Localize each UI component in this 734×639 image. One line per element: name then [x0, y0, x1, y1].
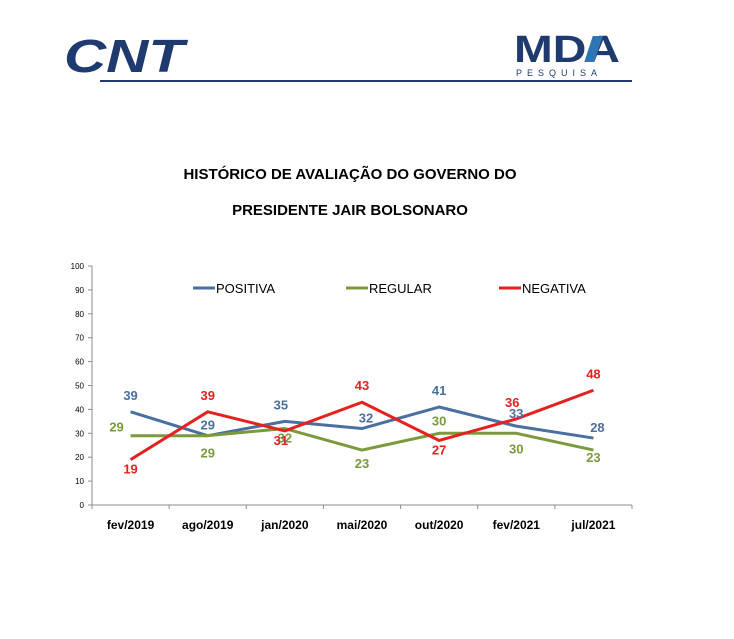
- data-label: 48: [586, 366, 600, 381]
- data-label: 29: [200, 418, 214, 433]
- data-label: 27: [432, 442, 446, 457]
- mda-logo-text: MDA: [514, 29, 620, 71]
- line-chart: 0 10 20 30 40 50 60 70 80 90 100 fev/2019 ago/2019 ja…: [71, 262, 633, 532]
- x-tick-label: ago/2019: [182, 518, 234, 532]
- x-tick-label: jan/2020: [260, 518, 309, 532]
- x-tick-label: jul/2021: [570, 518, 615, 532]
- data-label: 30: [432, 413, 446, 428]
- data-label: 29: [200, 446, 214, 461]
- data-label: 32: [278, 431, 292, 446]
- data-label: 36: [505, 395, 519, 410]
- mda-accent-shape: [584, 36, 603, 62]
- x-tick-label: out/2020: [415, 518, 464, 532]
- y-tick-label: 20: [75, 453, 84, 462]
- cnt-logo-text: CNT: [64, 30, 188, 80]
- x-tick-label: mai/2020: [337, 518, 388, 532]
- data-label: 31: [274, 433, 288, 448]
- x-tick-label: fev/2019: [107, 518, 155, 532]
- legend-label: REGULAR: [369, 281, 432, 296]
- data-label: 19: [123, 462, 137, 477]
- y-tick-label: 40: [75, 405, 84, 414]
- legend-label: POSITIVA: [216, 281, 275, 296]
- y-tick-label: 10: [75, 477, 84, 486]
- data-label: 28: [590, 420, 604, 435]
- legend-label: NEGATIVA: [522, 281, 586, 296]
- data-label: 43: [355, 378, 369, 393]
- y-tick-label: 90: [75, 286, 84, 295]
- y-tick-label: 80: [75, 310, 84, 319]
- data-label: 33: [509, 406, 523, 421]
- y-tick-label: 0: [80, 501, 85, 510]
- data-label: 23: [355, 456, 369, 471]
- series-line-negativa: [129, 388, 594, 461]
- data-label: 29: [109, 420, 123, 435]
- y-tick-label: 30: [75, 429, 84, 438]
- x-tick-label: fev/2021: [493, 518, 541, 532]
- chart-title-line-2: PRESIDENTE JAIR BOLSONARO: [232, 202, 468, 219]
- data-label: 23: [586, 450, 600, 465]
- data-label: 39: [200, 388, 214, 403]
- mda-logo-subtitle: PESQUISA: [516, 68, 602, 78]
- mda-logo: MDA PESQUISA: [514, 29, 620, 78]
- data-label: 35: [274, 397, 288, 412]
- data-label: 32: [359, 411, 373, 426]
- y-tick-label: 50: [75, 382, 84, 391]
- data-label: 41: [432, 383, 446, 398]
- series-line-regular: [130, 427, 594, 452]
- data-label: 30: [509, 441, 523, 456]
- cnt-logo: CNT: [64, 30, 188, 80]
- data-label: 39: [123, 388, 137, 403]
- y-tick-label: 70: [75, 334, 84, 343]
- y-tick-label: 60: [75, 358, 84, 367]
- chart-title-line-1: HISTÓRICO DE AVALIAÇÃO DO GOVERNO DO: [183, 166, 517, 183]
- header-rule: [100, 80, 632, 82]
- y-tick-label: 100: [71, 262, 85, 271]
